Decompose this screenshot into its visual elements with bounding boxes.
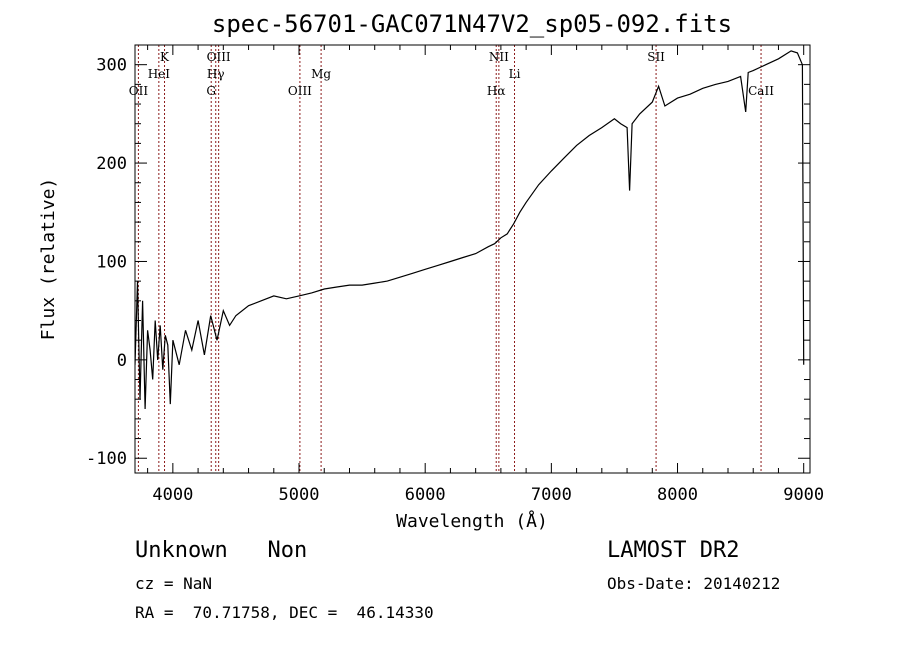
x-tick-label: 4000	[152, 485, 193, 505]
x-tick-label: 5000	[279, 485, 320, 505]
spectral-line-label: G	[206, 84, 216, 98]
x-tick-label: 7000	[531, 485, 572, 505]
x-tick-label: 9000	[783, 485, 824, 505]
spectral-line-label: HeI	[148, 67, 171, 81]
spectral-line-label: Li	[509, 67, 521, 81]
y-axis-label: Flux (relative)	[38, 178, 59, 341]
x-axis-ticks: 4000 5000 6000 7000 8000 9000	[147, 45, 824, 505]
x-tick-label: 6000	[405, 485, 446, 505]
x-axis-label: Wavelength (Å)	[396, 510, 548, 532]
spectral-line-label: NII	[489, 50, 509, 64]
plot-area	[135, 50, 805, 410]
spectral-line-label: K	[160, 50, 170, 64]
spectral-line-label: OII	[129, 84, 149, 98]
spectral-line-label: Mg	[311, 67, 331, 81]
spectral-line-label: OIII	[207, 50, 231, 64]
plot-frame	[134, 44, 811, 474]
spectrum-series-line	[135, 50, 805, 410]
chart-title: spec-56701-GAC071N47V2_sp05-092.fits	[212, 10, 732, 38]
x-tick-label: 8000	[657, 485, 698, 505]
y-tick-label: 300	[96, 56, 127, 76]
object-class-text: Unknown Non	[135, 538, 308, 563]
y-tick-label: 0	[117, 351, 127, 371]
spectral-line-markers	[137, 45, 762, 473]
y-tick-label: -100	[86, 449, 127, 469]
spectral-line-label: Hα	[487, 84, 506, 98]
y-tick-label: 100	[96, 252, 127, 272]
spectral-line-label: OIII	[288, 84, 312, 98]
y-tick-label: 200	[96, 154, 127, 174]
coordinates-text: RA = 70.71758, DEC = 46.14330	[135, 603, 434, 622]
spectral-line-label: Hγ	[207, 67, 225, 81]
spectral-line-label: SII	[647, 50, 665, 64]
survey-label: LAMOST DR2	[607, 538, 740, 563]
obs-date-text: Obs-Date: 20140212	[607, 574, 781, 593]
y-axis-ticks: -100 0 100 200 300	[86, 56, 810, 469]
redshift-text: cz = NaN	[135, 574, 213, 593]
spectral-line-label: CaII	[748, 84, 774, 98]
